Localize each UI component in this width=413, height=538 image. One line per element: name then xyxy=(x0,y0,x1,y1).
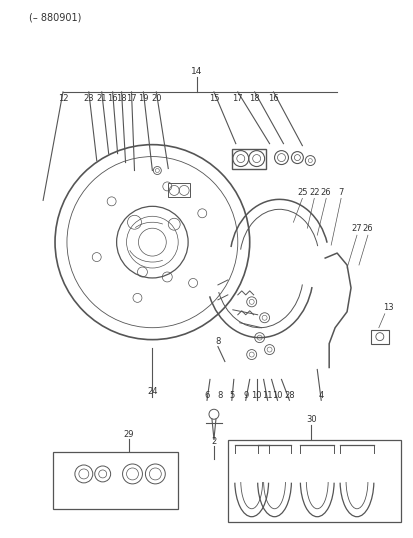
Text: 12: 12 xyxy=(57,94,68,103)
Text: 14: 14 xyxy=(191,67,202,75)
Text: 6: 6 xyxy=(204,391,209,400)
Text: (– 880901): (– 880901) xyxy=(29,12,81,22)
Text: 8: 8 xyxy=(217,391,222,400)
Text: 9: 9 xyxy=(242,391,248,400)
Text: 4: 4 xyxy=(318,391,323,400)
Text: 18: 18 xyxy=(249,94,259,103)
Bar xyxy=(53,452,178,509)
Text: 30: 30 xyxy=(305,415,316,424)
Text: 25: 25 xyxy=(297,188,307,197)
Text: 23: 23 xyxy=(83,94,94,103)
Bar xyxy=(231,148,265,168)
Text: 29: 29 xyxy=(123,430,133,438)
Text: 17: 17 xyxy=(232,94,242,103)
Text: 21: 21 xyxy=(96,94,107,103)
Text: 24: 24 xyxy=(147,387,157,396)
Text: 7: 7 xyxy=(337,188,343,197)
Bar xyxy=(168,183,190,197)
Text: 10: 10 xyxy=(251,391,261,400)
Bar xyxy=(370,330,388,344)
Text: 10: 10 xyxy=(272,391,282,400)
Text: 15: 15 xyxy=(208,94,218,103)
Text: 26: 26 xyxy=(320,188,331,197)
Text: 2: 2 xyxy=(211,437,216,445)
Text: 26: 26 xyxy=(362,224,373,233)
Bar xyxy=(227,440,400,522)
Text: 27: 27 xyxy=(351,224,361,233)
Text: 13: 13 xyxy=(382,303,393,312)
Text: 16: 16 xyxy=(268,94,278,103)
Text: 8: 8 xyxy=(215,337,220,346)
Text: 16: 16 xyxy=(107,94,118,103)
Text: 5: 5 xyxy=(229,391,234,400)
Text: 20: 20 xyxy=(151,94,161,103)
Text: 19: 19 xyxy=(138,94,148,103)
Text: 18: 18 xyxy=(116,94,126,103)
Text: 22: 22 xyxy=(308,188,319,197)
Text: 28: 28 xyxy=(283,391,294,400)
Text: 17: 17 xyxy=(126,94,136,103)
Text: 11: 11 xyxy=(262,391,272,400)
